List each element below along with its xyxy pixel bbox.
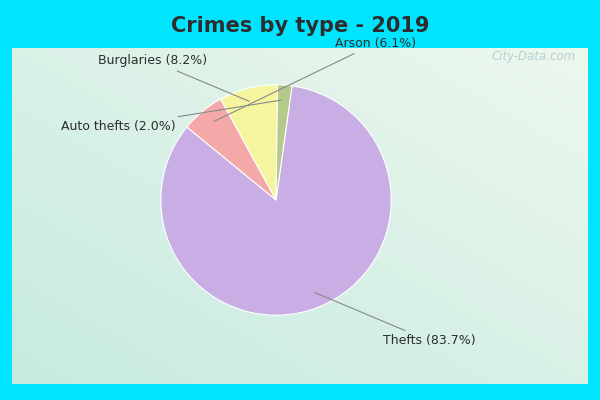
Wedge shape (221, 85, 278, 200)
Text: Burglaries (8.2%): Burglaries (8.2%) (98, 54, 249, 101)
Text: Auto thefts (2.0%): Auto thefts (2.0%) (61, 100, 281, 133)
Text: Thefts (83.7%): Thefts (83.7%) (314, 292, 476, 347)
Text: Arson (6.1%): Arson (6.1%) (214, 37, 416, 121)
Text: City-Data.com: City-Data.com (492, 50, 576, 63)
Wedge shape (187, 99, 276, 200)
Text: Crimes by type - 2019: Crimes by type - 2019 (171, 16, 429, 36)
Wedge shape (161, 86, 391, 315)
Wedge shape (276, 85, 292, 200)
